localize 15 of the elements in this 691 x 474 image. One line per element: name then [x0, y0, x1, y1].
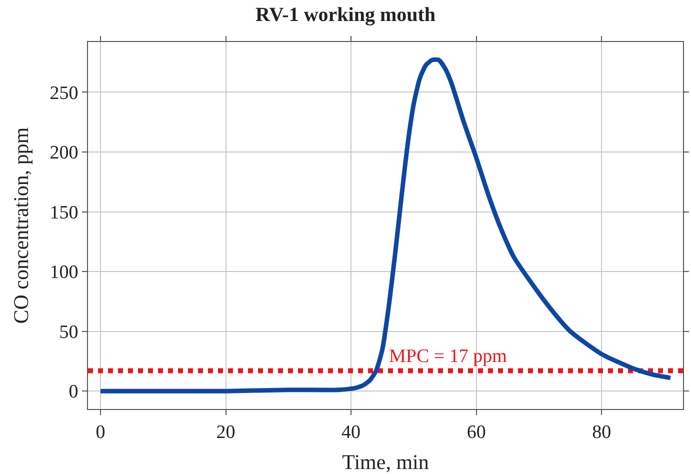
y-tick-label: 150	[50, 202, 78, 224]
x-tick-label: 80	[592, 422, 612, 443]
y-tick-label: 0	[68, 382, 78, 403]
y-axis-title: CO concentration, ppm	[8, 127, 33, 324]
x-tick-label: 20	[216, 422, 236, 443]
ref-line-label: MPC = 17 ppm	[389, 346, 508, 367]
x-tick-label: 60	[466, 422, 486, 443]
x-tick-label: 0	[96, 422, 106, 443]
y-tick-label: 200	[50, 142, 78, 164]
y-tick-label: 250	[50, 82, 78, 104]
x-tick-label: 40	[342, 422, 361, 443]
y-tick-label: 50	[59, 322, 78, 343]
x-axis-title: Time, min	[342, 450, 430, 474]
chart-title: RV-1 working mouth	[255, 4, 436, 26]
y-tick-label: 100	[50, 262, 78, 284]
